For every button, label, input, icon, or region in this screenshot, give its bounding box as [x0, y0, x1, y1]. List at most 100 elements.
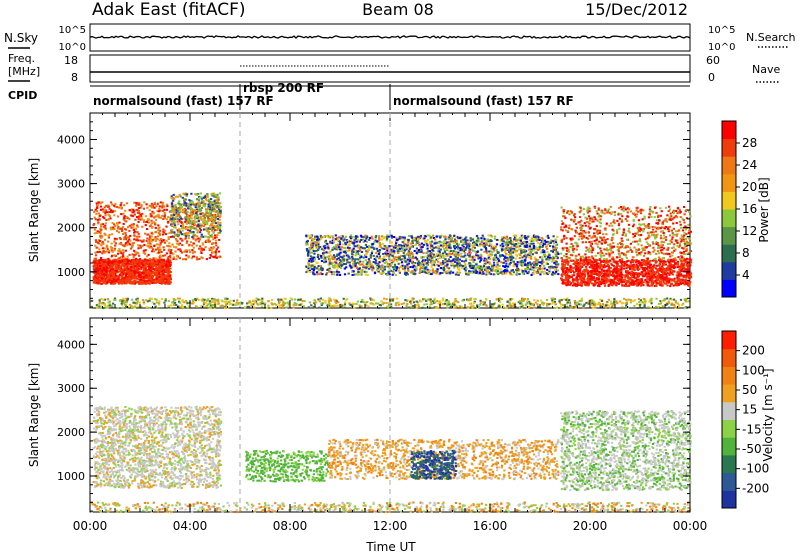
- echo-pixel: [108, 272, 112, 275]
- echo-pixel: [165, 264, 168, 267]
- echo-pixel: [541, 256, 544, 258]
- echo-pixel: [339, 251, 342, 254]
- echo-pixel: [470, 247, 473, 250]
- echo-pixel: [155, 279, 158, 282]
- echo-pixel: [121, 281, 124, 284]
- echo-pixel: [447, 235, 450, 238]
- echo-pixel: [160, 280, 163, 282]
- echo-pixel: [139, 276, 143, 279]
- echo-pixel: [153, 216, 156, 219]
- echo-pixel: [184, 220, 187, 223]
- echo-pixel: [427, 250, 430, 253]
- echo-pixel: [213, 215, 216, 218]
- echo-pixel: [159, 250, 162, 252]
- echo-pixel: [153, 206, 156, 209]
- echo-pixel: [167, 220, 170, 223]
- echo-pixel: [543, 251, 546, 253]
- echo-pixel: [104, 222, 107, 225]
- echo-pixel: [393, 250, 396, 253]
- echo-pixel: [154, 240, 157, 242]
- echo-pixel: [366, 236, 369, 239]
- echo-pixel: [401, 264, 404, 267]
- echo-pixel: [342, 243, 345, 246]
- echo-pixel: [183, 202, 186, 205]
- echo-pixel: [549, 265, 552, 268]
- echo-pixel: [184, 258, 188, 261]
- echo-pixel: [364, 259, 367, 262]
- echo-pixel: [483, 242, 486, 245]
- echo-pixel: [205, 220, 209, 223]
- echo-pixel: [443, 259, 446, 262]
- echo-pixel: [524, 235, 527, 237]
- echo-pixel: [132, 282, 135, 285]
- echo-pixel: [395, 247, 399, 250]
- echo-pixel: [215, 196, 218, 199]
- echo-pixel: [422, 263, 425, 266]
- echo-pixel: [215, 248, 218, 251]
- echo-pixel: [454, 255, 457, 258]
- echo-pixel: [174, 250, 177, 253]
- echo-pixel: [345, 239, 349, 242]
- echo-pixel: [130, 275, 133, 278]
- echo-pixel: [553, 242, 556, 245]
- echo-pixel: [186, 214, 189, 217]
- echo-pixel: [486, 267, 489, 270]
- echo-pixel: [121, 275, 124, 278]
- echo-pixel: [446, 263, 449, 266]
- echo-pixel: [353, 239, 356, 242]
- echo-pixel: [464, 269, 467, 272]
- freq-frame: [89, 54, 691, 83]
- echo-pixel: [93, 232, 96, 235]
- echo-pixel: [336, 263, 339, 266]
- echo-pixel: [338, 274, 342, 276]
- echo-pixel: [460, 252, 463, 255]
- echo-pixel: [368, 263, 371, 265]
- echo-pixel: [205, 239, 209, 242]
- echo-pixel: [543, 264, 546, 267]
- cpid-segment-label: normalsound (fast) 157 RF: [93, 94, 274, 108]
- echo-pixel: [456, 236, 459, 238]
- echo-pixel: [509, 272, 512, 275]
- echo-pixel: [117, 226, 120, 228]
- echo-pixel: [317, 241, 320, 244]
- echo-pixel: [533, 269, 536, 272]
- echo-pixel: [330, 262, 334, 265]
- echo-pixel: [474, 270, 477, 273]
- echo-pixel: [420, 250, 423, 253]
- echo-pixel: [125, 220, 128, 223]
- echo-pixel: [539, 261, 542, 264]
- echo-pixel: [101, 240, 104, 243]
- echo-pixel: [136, 251, 139, 254]
- echo-pixel: [389, 263, 392, 266]
- echo-pixel: [444, 258, 447, 261]
- echo-pixel: [139, 273, 142, 276]
- echo-pixel: [310, 256, 314, 259]
- echo-pixel: [363, 270, 366, 273]
- echo-pixel: [192, 246, 195, 249]
- echo-pixel: [188, 217, 191, 220]
- echo-pixel: [126, 237, 129, 240]
- echo-pixel: [164, 276, 167, 279]
- echo-pixel: [389, 234, 392, 237]
- echo-pixel: [101, 223, 105, 226]
- echo-pixel: [139, 258, 142, 261]
- echo-pixel: [129, 260, 132, 263]
- echo-pixel: [464, 271, 467, 274]
- echo-pixel: [554, 238, 557, 241]
- echo-pixel: [139, 244, 142, 247]
- echo-pixel: [439, 244, 442, 247]
- echo-pixel: [441, 252, 445, 255]
- echo-pixel: [131, 274, 134, 277]
- echo-pixel: [514, 251, 517, 254]
- echo-pixel: [150, 279, 153, 282]
- echo-pixel: [148, 271, 151, 274]
- echo-pixel: [202, 235, 205, 238]
- echo-pixel: [423, 266, 426, 269]
- echo-pixel: [186, 211, 189, 213]
- echo-pixel: [488, 244, 491, 247]
- echo-pixel: [126, 269, 129, 272]
- echo-pixel: [171, 219, 174, 222]
- echo-pixel: [541, 246, 544, 248]
- echo-pixel: [397, 257, 400, 260]
- echo-pixel: [119, 269, 122, 272]
